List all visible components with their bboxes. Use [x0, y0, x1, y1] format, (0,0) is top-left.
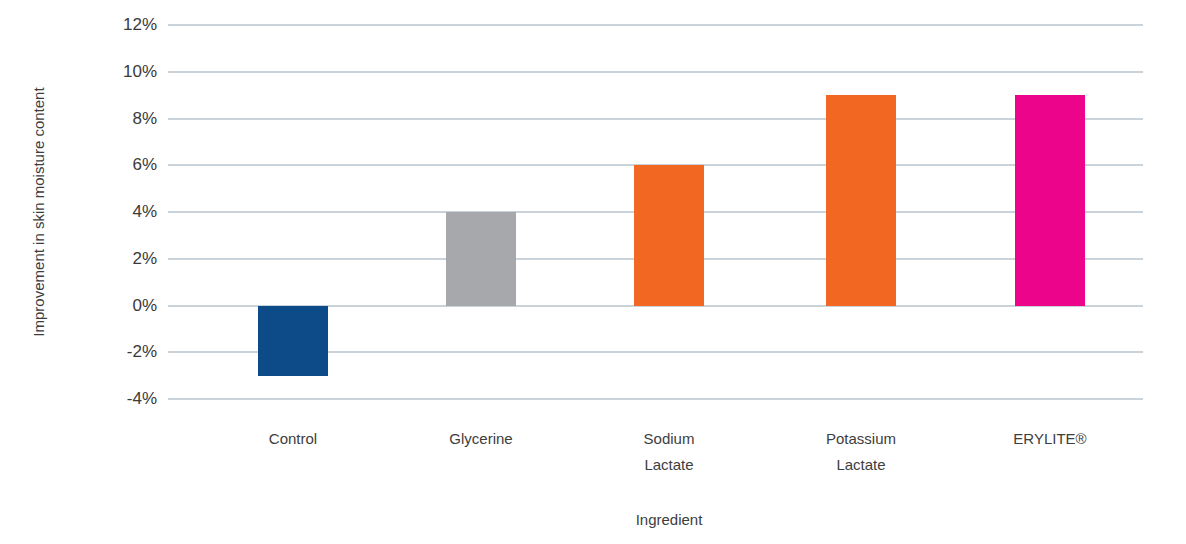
x-axis-title: Ingredient [569, 511, 769, 528]
y-tick-label: 8% [60, 108, 157, 130]
gridline [168, 24, 1143, 26]
x-category-label-erylite: ERYLITE® [960, 426, 1140, 452]
y-tick-label: 2% [60, 248, 157, 270]
y-tick-label: -2% [60, 341, 157, 363]
bar-potassium-lactate [826, 95, 896, 305]
bar-sodium-lactate [634, 165, 704, 305]
y-tick-label: 6% [60, 154, 157, 176]
bar-chart: Improvement in skin moisture content 12%… [0, 0, 1186, 544]
y-tick-label: 10% [60, 61, 157, 83]
bar-glycerine [446, 212, 516, 306]
bar-erylite [1015, 95, 1085, 305]
x-category-label-sodium-lactate: Sodium Lactate [579, 426, 759, 478]
y-tick-label: 0% [60, 295, 157, 317]
gridline [168, 71, 1143, 73]
gridline [168, 118, 1143, 120]
x-category-label-potassium-lactate: Potassium Lactate [771, 426, 951, 478]
gridline [168, 398, 1143, 400]
x-category-label-glycerine: Glycerine [391, 426, 571, 452]
y-tick-label: -4% [60, 388, 157, 410]
plot-area: 12% 10% 8% 6% 4% 2% 0% -2% -4% Control Glycerine So… [0, 0, 1186, 544]
bar-control [258, 306, 328, 376]
y-tick-label: 4% [60, 201, 157, 223]
x-category-label-control: Control [203, 426, 383, 452]
y-tick-label: 12% [60, 14, 157, 36]
